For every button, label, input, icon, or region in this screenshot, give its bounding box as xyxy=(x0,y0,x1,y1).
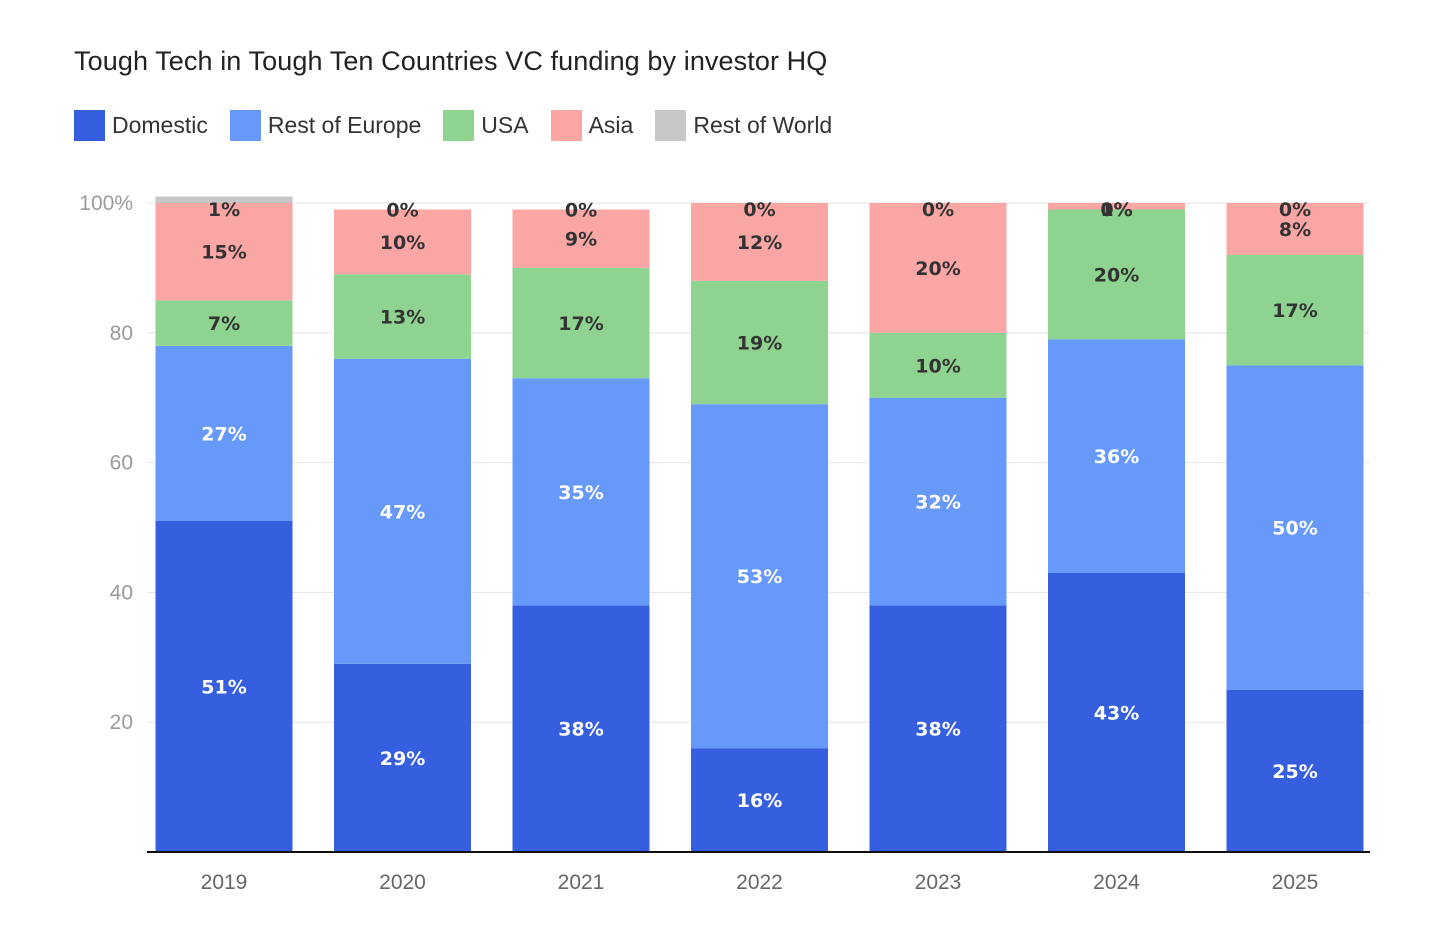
y-tick-label-100: 100% xyxy=(79,192,133,215)
data-label-asia-2020: 10% xyxy=(380,232,425,254)
bar-rest-of-europe-2021 xyxy=(512,378,650,606)
legend-swatch-rest-of-europe xyxy=(229,110,261,141)
x-tick-label-2022: 2022 xyxy=(736,871,783,894)
bar-usa-2024 xyxy=(1048,209,1185,340)
data-label-usa-2023: 10% xyxy=(915,355,960,377)
bar-domestic-2020 xyxy=(334,663,471,852)
data-label-rest-of-europe-2021: 35% xyxy=(558,482,603,504)
data-label-usa-2025: 17% xyxy=(1272,300,1317,322)
legend-item-rest-of-world[interactable]: Rest of World xyxy=(655,110,832,141)
data-label-rest-of-world-2022: 0% xyxy=(743,199,775,221)
legend: Domestic Rest of Europe USA Asia Rest of… xyxy=(74,110,854,141)
data-label-rest-of-world-2024: 0% xyxy=(1100,199,1132,221)
bar-asia-2021 xyxy=(512,209,650,268)
data-label-usa-2024: 20% xyxy=(1094,264,1139,286)
legend-label-asia: Asia xyxy=(588,112,634,138)
data-label-domestic-2022: 16% xyxy=(737,790,782,812)
data-label-domestic-2025: 25% xyxy=(1272,761,1317,783)
bar-usa-2022 xyxy=(691,280,828,405)
data-label-rest-of-world-2025: 0% xyxy=(1279,199,1311,221)
legend-label-rest-of-europe: Rest of Europe xyxy=(267,112,422,138)
legend-label-domestic: Domestic xyxy=(112,112,208,138)
bar-asia-2020 xyxy=(334,209,471,275)
x-tick-label-2025: 2025 xyxy=(1272,871,1319,894)
bar-asia-2022 xyxy=(691,203,828,281)
legend-item-asia[interactable]: Asia xyxy=(550,110,634,141)
data-label-usa-2021: 17% xyxy=(558,313,603,335)
chart-title: Tough Tech in Tough Ten Countries VC fun… xyxy=(74,46,828,76)
legend-item-domestic[interactable]: Domestic xyxy=(74,110,208,141)
y-tick-label-20: 20 xyxy=(110,711,133,734)
bar-rest-of-europe-2022 xyxy=(691,404,828,749)
data-label-rest-of-world-2023: 0% xyxy=(922,199,954,221)
x-tick-label-2024: 2024 xyxy=(1093,871,1140,894)
y-tick-label-60: 60 xyxy=(110,452,133,475)
bar-usa-2023 xyxy=(869,332,1007,398)
bar-asia-2019 xyxy=(155,203,293,301)
y-tick-label-40: 40 xyxy=(110,581,133,604)
data-label-rest-of-europe-2020: 47% xyxy=(380,501,425,523)
bar-asia-2025 xyxy=(1226,203,1364,255)
x-tick-label-2023: 2023 xyxy=(915,871,962,894)
legend-swatch-asia xyxy=(550,110,582,141)
y-tick-label-80: 80 xyxy=(110,322,133,345)
legend-item-usa[interactable]: USA xyxy=(443,110,529,141)
bar-domestic-2021 xyxy=(512,605,650,852)
data-label-asia-2022: 12% xyxy=(737,232,782,254)
bar-domestic-2022 xyxy=(691,748,828,852)
data-label-rest-of-europe-2023: 32% xyxy=(915,492,960,514)
data-label-domestic-2020: 29% xyxy=(380,748,425,770)
bar-rest-of-europe-2024 xyxy=(1048,339,1185,573)
data-label-asia-2024: 1% xyxy=(1100,199,1132,221)
bar-domestic-2019 xyxy=(155,521,293,852)
data-label-usa-2022: 19% xyxy=(737,333,782,355)
legend-label-rest-of-world: Rest of World xyxy=(693,112,833,138)
data-label-domestic-2021: 38% xyxy=(558,719,603,741)
bar-rest-of-world-2019 xyxy=(155,196,293,203)
data-label-asia-2025: 8% xyxy=(1279,219,1311,241)
data-label-rest-of-europe-2024: 36% xyxy=(1094,446,1139,468)
data-label-rest-of-europe-2022: 53% xyxy=(737,566,782,588)
legend-swatch-rest-of-world xyxy=(655,110,687,141)
x-tick-label-2019: 2019 xyxy=(201,871,248,894)
bar-asia-2023 xyxy=(869,203,1007,333)
bar-domestic-2024 xyxy=(1048,572,1185,852)
data-label-asia-2021: 9% xyxy=(565,229,597,251)
data-label-domestic-2024: 43% xyxy=(1094,702,1139,724)
bar-rest-of-europe-2023 xyxy=(869,397,1007,606)
data-label-rest-of-world-2019: 1% xyxy=(208,199,240,221)
bar-domestic-2023 xyxy=(869,605,1007,852)
data-label-rest-of-world-2020: 0% xyxy=(386,199,418,221)
bar-rest-of-europe-2020 xyxy=(334,358,471,664)
bar-domestic-2025 xyxy=(1226,689,1364,852)
data-label-domestic-2019: 51% xyxy=(201,677,246,699)
x-tick-label-2020: 2020 xyxy=(379,871,426,894)
data-label-asia-2019: 15% xyxy=(201,242,246,264)
data-label-usa-2020: 13% xyxy=(380,307,425,329)
bar-usa-2025 xyxy=(1226,254,1364,366)
data-label-rest-of-europe-2019: 27% xyxy=(201,423,246,445)
bar-asia-2024 xyxy=(1048,203,1185,210)
data-label-usa-2019: 7% xyxy=(208,313,240,335)
data-label-domestic-2023: 38% xyxy=(915,719,960,741)
bar-rest-of-europe-2025 xyxy=(1226,365,1364,690)
legend-label-usa: USA xyxy=(481,112,529,138)
bar-usa-2019 xyxy=(155,300,293,346)
bar-rest-of-europe-2019 xyxy=(155,345,293,522)
data-label-asia-2023: 20% xyxy=(915,258,960,280)
bar-usa-2021 xyxy=(512,267,650,379)
legend-swatch-usa xyxy=(443,110,475,141)
x-tick-label-2021: 2021 xyxy=(558,871,605,894)
data-label-rest-of-europe-2025: 50% xyxy=(1272,518,1317,540)
legend-swatch-domestic xyxy=(74,110,105,141)
legend-item-rest-of-europe[interactable]: Rest of Europe xyxy=(229,110,422,141)
data-label-rest-of-world-2021: 0% xyxy=(565,199,597,221)
bar-usa-2020 xyxy=(334,274,471,359)
